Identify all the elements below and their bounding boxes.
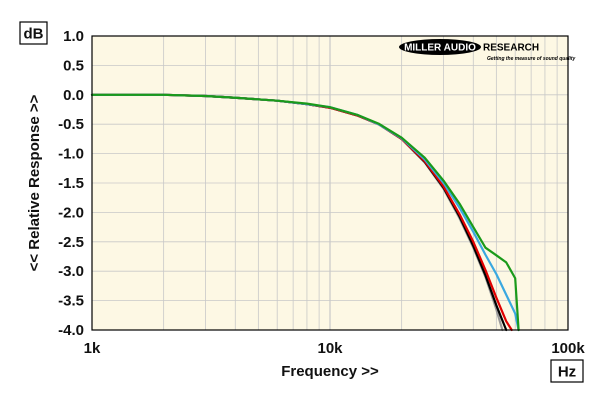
logo-tail-text: RESEARCH xyxy=(483,43,539,54)
y-tick-label: 0.5 xyxy=(63,57,84,74)
x-axis-title: Frequency >> xyxy=(281,363,379,380)
y-tick-label: -1.5 xyxy=(58,175,84,192)
y-unit-box: dB xyxy=(19,21,48,45)
y-tick-label: -1.0 xyxy=(58,146,84,163)
plot-frame xyxy=(91,35,569,331)
series-line-5 xyxy=(90,93,520,332)
grid xyxy=(92,36,568,330)
y-tick-label: -3.0 xyxy=(58,263,84,280)
logo-oval-text: MILLER AUDIO xyxy=(404,43,476,54)
logo-tagline: Getting the measure of sound quality xyxy=(487,56,576,62)
y-tick-label: -2.0 xyxy=(58,204,84,221)
y-unit-label: dB xyxy=(24,26,44,43)
y-axis-title: << Relative Response >> xyxy=(26,94,43,271)
y-tick-label: 1.0 xyxy=(63,28,84,45)
x-tick-labels: 1k 10k 100k xyxy=(84,340,586,357)
x-tick-label: 1k xyxy=(84,340,101,357)
logo-oval xyxy=(399,39,481,55)
y-tick-label: -3.5 xyxy=(58,293,84,310)
x-tick-label: 10k xyxy=(317,340,343,357)
x-unit-box: Hz xyxy=(550,359,584,383)
y-tick-labels: 1.0 0.5 0.0 -0.5 -1.0 -1.5 -2.0 -2.5 -3.0 -3.5 -4.… xyxy=(58,28,84,339)
y-tick-label: -4.0 xyxy=(58,322,84,339)
miller-audio-research-logo: MILLER AUDIO RESEARCH Getting the measur… xyxy=(399,39,576,62)
x-unit-label: Hz xyxy=(558,364,576,381)
x-tick-label: 100k xyxy=(551,340,585,357)
y-tick-label: -0.5 xyxy=(58,116,84,133)
series-layer xyxy=(90,93,520,332)
y-tick-label: 0.0 xyxy=(63,87,84,104)
y-tick-label: -2.5 xyxy=(58,234,84,251)
